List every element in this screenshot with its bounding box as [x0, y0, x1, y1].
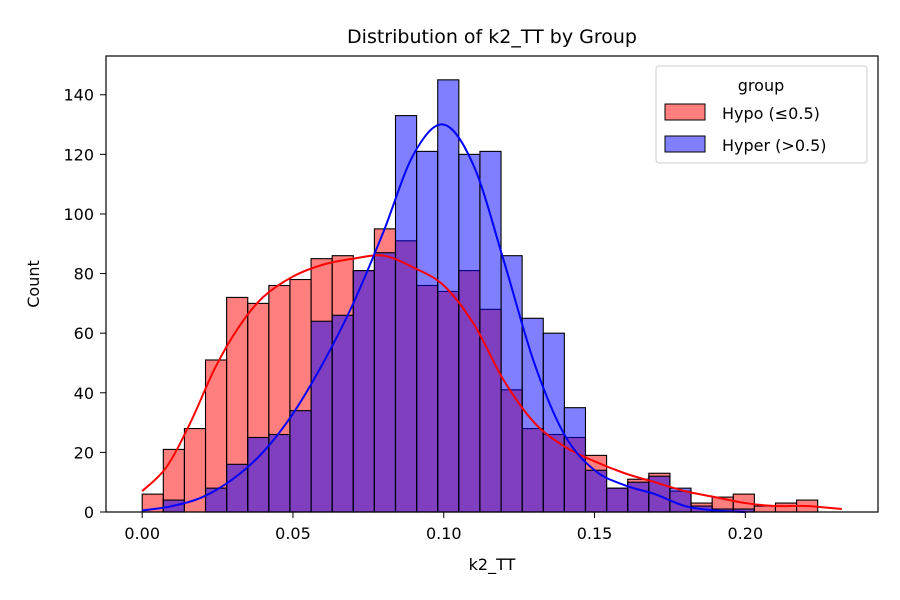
hyper-bar: [416, 150, 439, 513]
kde-lines: [141, 123, 842, 513]
hyper-bar: [289, 410, 312, 513]
hyper-bar: [606, 487, 629, 513]
y-axis-ticks: 0 20 40 60 80 100 120 140: [63, 86, 106, 522]
hypo-bar: [774, 502, 798, 513]
x-tick-label: 0.15: [577, 524, 613, 543]
x-axis-label: k2_TT: [469, 555, 516, 575]
hypo-kde-line: [141, 254, 842, 511]
y-tick-label: 80: [74, 265, 94, 284]
legend-title: group: [738, 76, 784, 95]
y-tick-label: 60: [74, 324, 94, 343]
plot-frame: [105, 55, 879, 513]
hyper-bar: [331, 314, 354, 513]
legend: group Hypo (≤0.5) Hyper (>0.5): [655, 65, 868, 164]
x-tick-label: 0.20: [728, 524, 764, 543]
x-tick-label: 0.00: [124, 524, 160, 543]
hyper-bar: [437, 79, 460, 513]
legend-swatch-hypo: [664, 103, 706, 121]
hyper-bar: [268, 433, 291, 513]
hypo-bar: [753, 505, 777, 513]
legend-label-hypo: Hypo (≤0.5): [722, 104, 820, 123]
hyper-bars: [162, 79, 755, 513]
x-tick-label: 0.10: [426, 524, 462, 543]
x-axis-ticks: 0.00 0.05 0.10 0.15 0.20: [124, 512, 763, 543]
y-tick-label: 40: [74, 384, 94, 403]
hyper-bar: [542, 332, 565, 513]
y-tick-label: 100: [63, 205, 94, 224]
legend-box: [655, 65, 868, 164]
hyper-bar: [394, 115, 418, 513]
hyper-kde-line: [142, 123, 746, 513]
legend-label-hyper: Hyper (>0.5): [722, 136, 827, 155]
hyper-bar: [226, 463, 249, 513]
x-tick-label: 0.05: [275, 524, 311, 543]
hyper-bar: [204, 487, 228, 513]
hyper-bar: [310, 320, 333, 513]
y-tick-label: 140: [63, 86, 94, 105]
y-tick-label: 20: [74, 443, 94, 462]
legend-swatch-hyper: [664, 135, 706, 153]
hyper-bar: [521, 317, 544, 513]
hyper-bar: [458, 153, 481, 513]
hyper-bar: [352, 270, 375, 513]
hyper-bar: [479, 150, 502, 513]
y-tick-label: 0: [84, 503, 94, 522]
hyper-bar: [500, 255, 523, 513]
y-tick-label: 120: [63, 145, 94, 164]
chart-title: Distribution of k2_TT by Group: [347, 26, 637, 48]
y-axis-label: Count: [24, 260, 43, 308]
hyper-bar: [373, 252, 397, 513]
